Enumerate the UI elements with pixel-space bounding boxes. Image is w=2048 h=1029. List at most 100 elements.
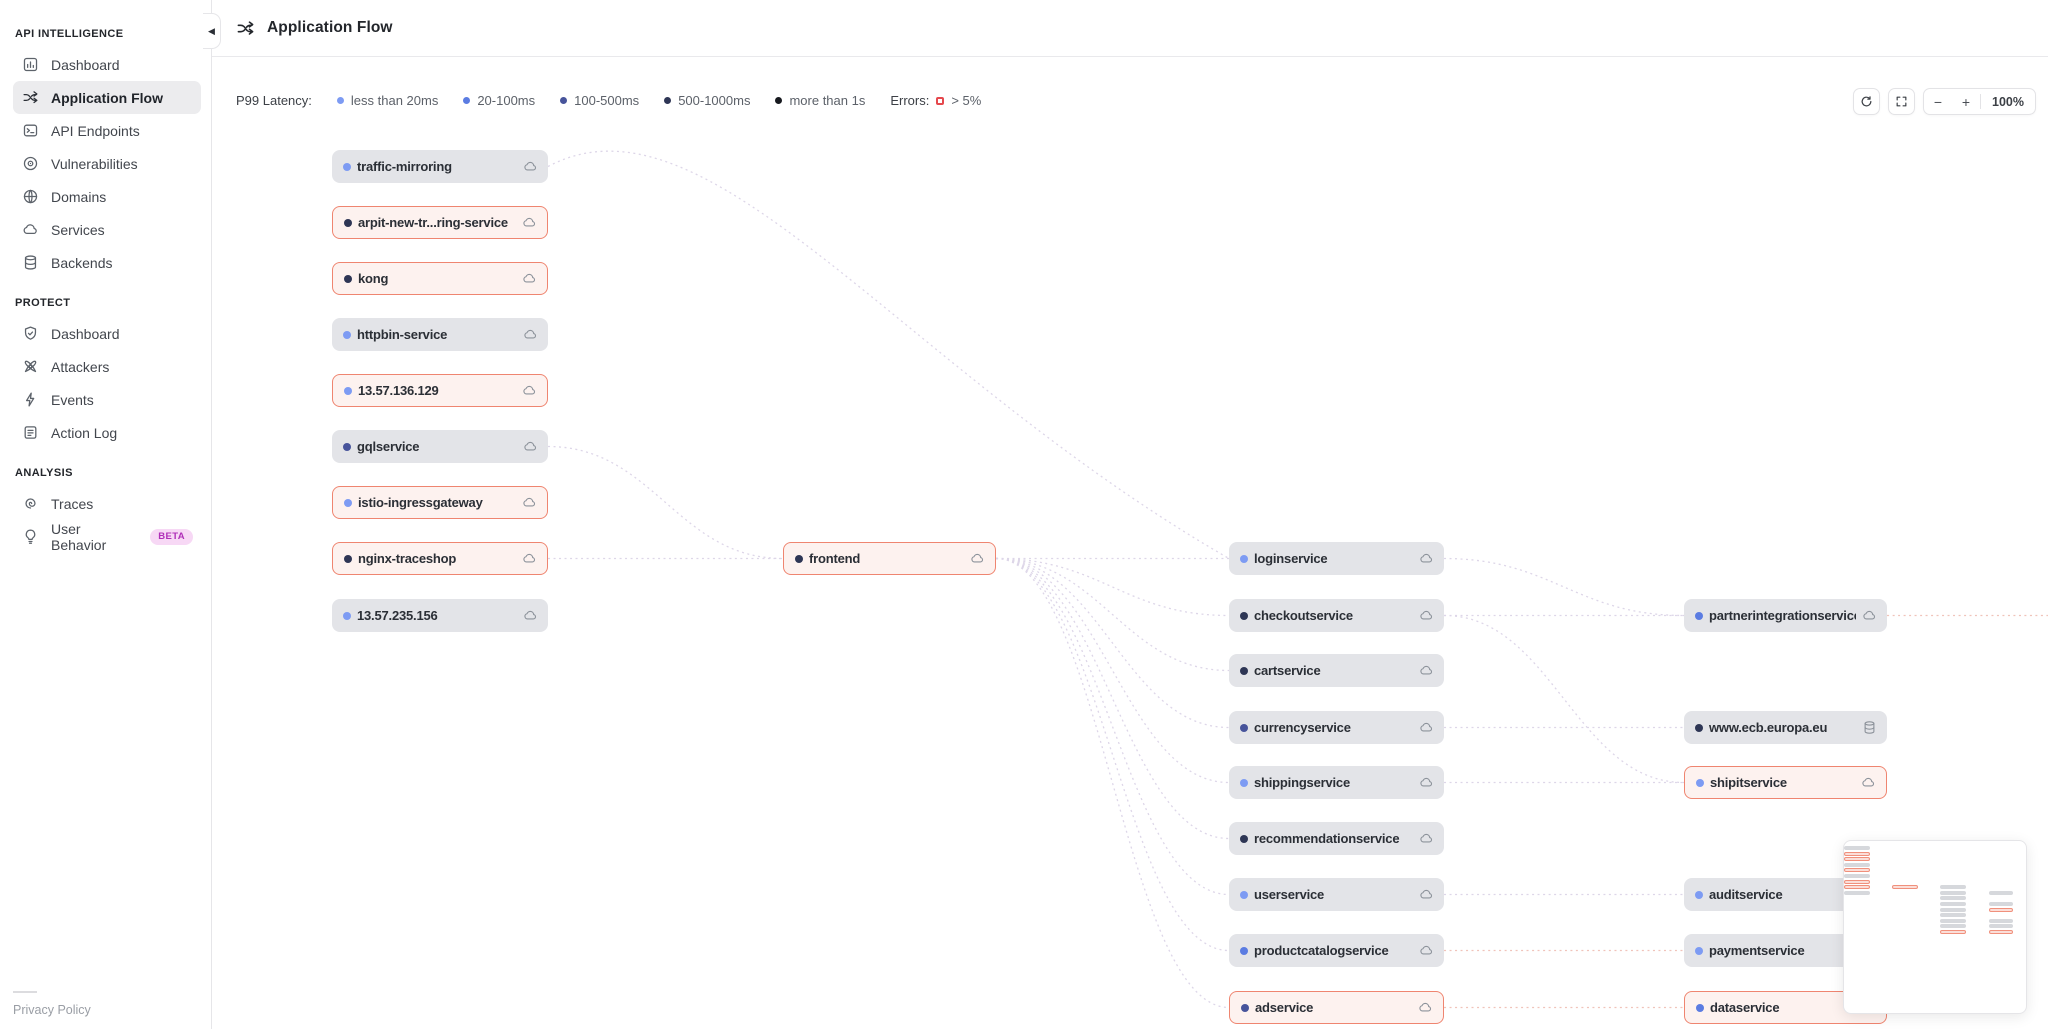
service-node-label: 13.57.136.129 bbox=[358, 383, 439, 398]
service-node-httpbin-service[interactable]: httpbin-service bbox=[332, 318, 548, 351]
service-node-partnerintegrationservice[interactable]: partnerintegrationservice bbox=[1684, 599, 1887, 632]
service-node-label: www.ecb.europa.eu bbox=[1709, 720, 1828, 735]
sidebar-item-label: API Endpoints bbox=[51, 122, 140, 139]
service-node-frontend[interactable]: frontend bbox=[783, 542, 996, 575]
sidebar-item-domains[interactable]: Domains bbox=[13, 180, 201, 213]
minimap-node bbox=[1939, 913, 1966, 918]
legend-dot-icon bbox=[463, 97, 471, 104]
sidebar-section-label: API INTELLIGENCE bbox=[15, 28, 124, 40]
minimap-node bbox=[1939, 902, 1966, 907]
sidebar-item-label: Backends bbox=[51, 254, 113, 271]
service-node-loginservice[interactable]: loginservice bbox=[1229, 542, 1444, 575]
latency-dot-icon bbox=[1696, 778, 1704, 787]
cloud-icon bbox=[1419, 887, 1434, 902]
service-node-istio-ingressgateway[interactable]: istio-ingressgateway bbox=[332, 486, 548, 519]
cloud-icon bbox=[21, 221, 39, 239]
privacy-policy-link[interactable]: Privacy Policy bbox=[13, 1003, 91, 1017]
service-node-userservice[interactable]: userservice bbox=[1229, 878, 1444, 911]
page-title: Application Flow bbox=[267, 19, 393, 36]
service-node-arpit-service[interactable]: arpit-new-tr...ring-service bbox=[332, 206, 548, 239]
service-node-label: dataservice bbox=[1710, 1000, 1780, 1015]
service-node-nginx-traceshop[interactable]: nginx-traceshop bbox=[332, 542, 548, 575]
latency-dot-icon bbox=[1696, 1003, 1704, 1012]
service-node-shipitservice[interactable]: shipitservice bbox=[1684, 766, 1887, 799]
service-node-label: shipitservice bbox=[1710, 775, 1787, 790]
service-node-www-ecb-europa-eu[interactable]: www.ecb.europa.eu bbox=[1684, 711, 1887, 744]
errors-legend: Errors: > 5% bbox=[890, 93, 981, 108]
minimap-node bbox=[1844, 874, 1870, 878]
graph-canvas[interactable]: P99 Latency: less than 20ms 20-100ms 100-5… bbox=[212, 57, 2048, 1029]
service-node-ip-13-57-235-156[interactable]: 13.57.235.156 bbox=[332, 599, 548, 632]
service-node-gqlservice[interactable]: gqlservice bbox=[332, 430, 548, 463]
sidebar-item-label: Domains bbox=[51, 188, 107, 205]
legend-item-label: 20-100ms bbox=[477, 93, 536, 108]
dashboard-icon bbox=[21, 56, 39, 74]
zoom-divider bbox=[1980, 94, 1982, 109]
legend-dot-icon bbox=[775, 97, 783, 104]
service-node-label: currencyservice bbox=[1254, 720, 1351, 735]
latency-dot-icon bbox=[1240, 946, 1248, 955]
zoom-level: 100% bbox=[1992, 94, 2024, 109]
sidebar-item-application-flow[interactable]: Application Flow bbox=[13, 81, 201, 114]
cloud-icon bbox=[970, 551, 985, 566]
fullscreen-button[interactable] bbox=[1888, 88, 1916, 115]
service-node-label: auditservice bbox=[1709, 887, 1783, 902]
service-node-label: productcatalogservice bbox=[1254, 943, 1389, 958]
legend-item-label: less than 20ms bbox=[350, 93, 439, 108]
terminal-icon bbox=[21, 122, 39, 140]
service-node-cartservice[interactable]: cartservice bbox=[1229, 654, 1444, 687]
service-node-traffic-mirroring[interactable]: traffic-mirroring bbox=[332, 150, 548, 183]
sidebar-item-label: Application Flow bbox=[51, 89, 163, 106]
service-node-productcatalogservice[interactable]: productcatalogservice bbox=[1229, 934, 1444, 967]
service-node-shippingservice[interactable]: shippingservice bbox=[1229, 766, 1444, 799]
sidebar-item-label: Dashboard bbox=[51, 325, 120, 342]
sidebar-item-attackers[interactable]: Attackers bbox=[13, 350, 201, 383]
sidebar-item-action-log[interactable]: Action Log bbox=[13, 416, 201, 449]
service-node-currencyservice[interactable]: currencyservice bbox=[1229, 711, 1444, 744]
sidebar-item-vulnerabilities[interactable]: Vulnerabilities bbox=[13, 147, 201, 180]
cloud-icon bbox=[1861, 775, 1876, 790]
attacker-icon bbox=[21, 358, 39, 376]
errors-threshold: > 5% bbox=[951, 93, 982, 108]
legend-item: 100-500ms bbox=[560, 93, 639, 108]
sidebar-item-api-endpoints[interactable]: API Endpoints bbox=[13, 114, 201, 147]
trace-icon bbox=[21, 495, 39, 513]
database-icon bbox=[1862, 720, 1877, 735]
bolt-icon bbox=[21, 391, 39, 409]
latency-dot-icon bbox=[795, 554, 803, 563]
minimap-node bbox=[1844, 879, 1870, 884]
minimap-node bbox=[1844, 868, 1870, 873]
cloud-icon bbox=[522, 551, 537, 566]
service-node-kong[interactable]: kong bbox=[332, 262, 548, 295]
refresh-button[interactable] bbox=[1853, 88, 1881, 115]
errors-legend-label: Errors: bbox=[890, 93, 930, 108]
cloud-icon bbox=[523, 327, 538, 342]
sidebar-section-label: PROTECT bbox=[15, 297, 71, 309]
zoom-out-button[interactable]: − bbox=[1933, 93, 1943, 110]
error-square-icon bbox=[936, 96, 945, 105]
sidebar-item-services[interactable]: Services bbox=[13, 213, 201, 246]
service-node-ip-13-57-136-129[interactable]: 13.57.136.129 bbox=[332, 374, 548, 407]
legend-dot-icon bbox=[664, 97, 672, 104]
service-node-label: httpbin-service bbox=[357, 327, 448, 342]
sidebar-item-backends[interactable]: Backends bbox=[13, 246, 201, 279]
latency-dot-icon bbox=[1240, 611, 1248, 620]
sidebar-item-dashboard[interactable]: Dashboard bbox=[13, 317, 201, 350]
cloud-icon bbox=[1419, 608, 1434, 623]
sidebar-item-traces[interactable]: Traces bbox=[13, 487, 201, 520]
sidebar-item-dashboard[interactable]: Dashboard bbox=[13, 48, 201, 81]
cloud-icon bbox=[522, 215, 537, 230]
service-node-adservice[interactable]: adservice bbox=[1229, 991, 1444, 1024]
cloud-icon bbox=[1419, 551, 1434, 566]
service-node-recommendationservice[interactable]: recommendationservice bbox=[1229, 822, 1444, 855]
sidebar-item-events[interactable]: Events bbox=[13, 383, 201, 416]
sidebar-collapse-button[interactable]: ◀ bbox=[203, 13, 221, 49]
cloud-icon bbox=[1418, 1000, 1433, 1015]
sidebar-item-user-behavior[interactable]: User Behavior BETA bbox=[13, 520, 201, 553]
zoom-in-button[interactable]: + bbox=[1961, 93, 1971, 110]
service-node-checkoutservice[interactable]: checkoutservice bbox=[1229, 599, 1444, 632]
minimap[interactable] bbox=[1843, 840, 2027, 1014]
service-node-label: istio-ingressgateway bbox=[358, 495, 483, 510]
minimap-node bbox=[1939, 907, 1966, 912]
shield-check-icon bbox=[21, 325, 39, 343]
